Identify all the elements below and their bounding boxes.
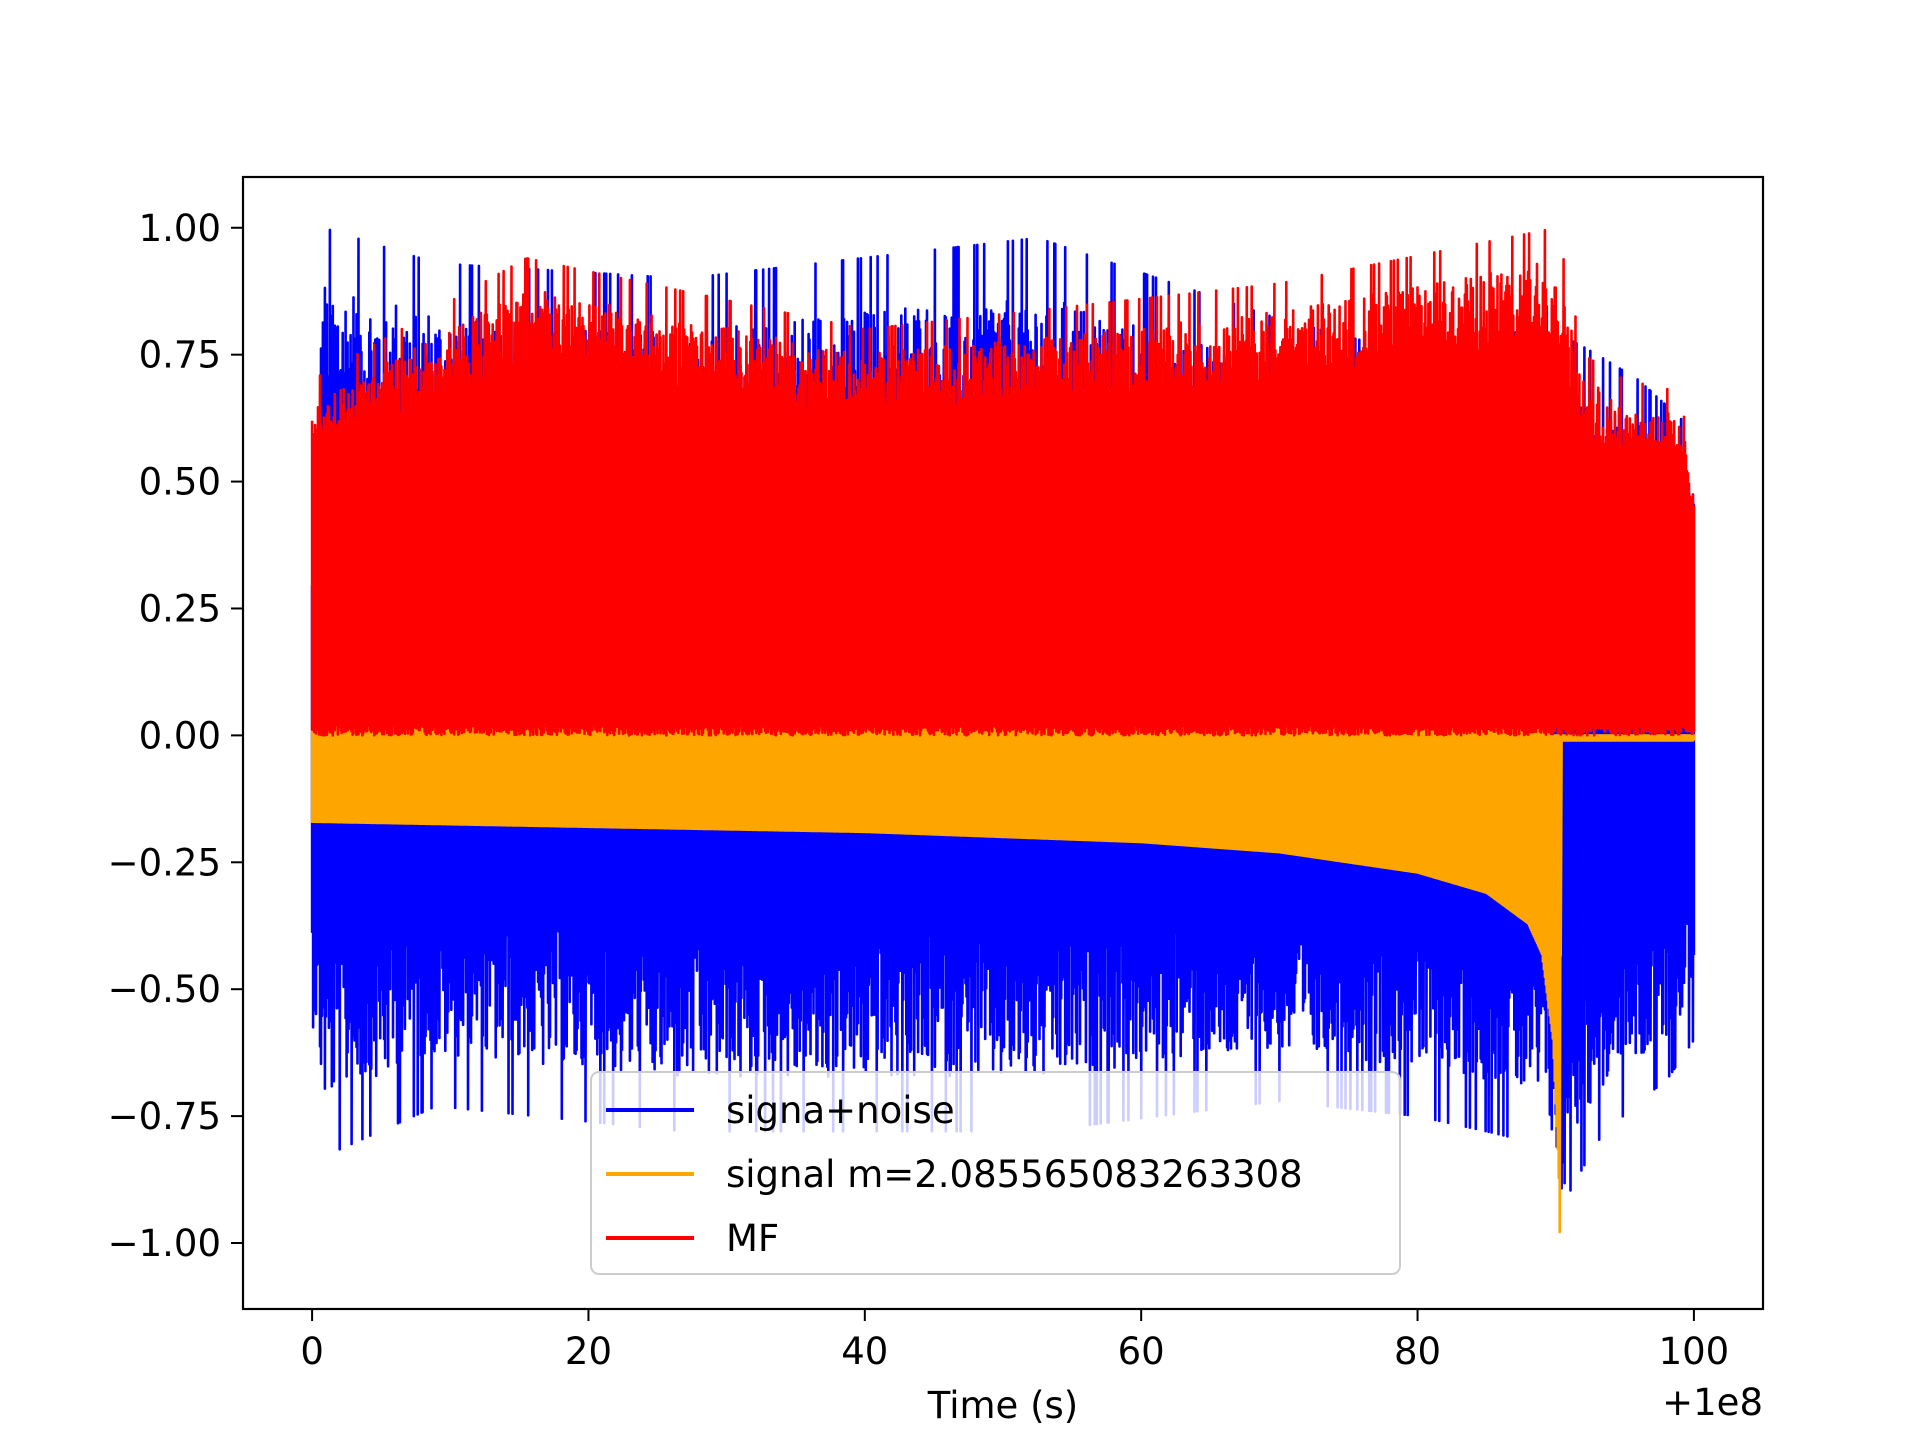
y-tick-label: −0.50 [108,968,221,1011]
x-tick-label: 60 [1118,1330,1165,1373]
x-tick-label: 0 [300,1330,324,1373]
y-tick-label: 0.00 [139,714,221,757]
x-axis-label: Time (s) [927,1384,1078,1427]
series-line-3 [310,228,1696,737]
x-tick-label: 100 [1659,1330,1730,1373]
y-tick-label: 0.25 [139,587,221,630]
x-tick-label: 20 [565,1330,612,1373]
x-axis: 0 20 40 60 80 100 [300,1309,1729,1373]
y-tick-label: 0.50 [139,461,221,504]
y-tick-label: −0.25 [108,841,221,884]
x-axis-offset-label: +1e8 [1662,1381,1763,1424]
series-line-2 [310,723,1696,1234]
x-tick-label: 80 [1394,1330,1441,1373]
plot-area [310,228,1696,1234]
legend-label: MF [726,1217,779,1260]
legend: signa+noise signal m=2.085565083263308 MF [590,1071,1401,1275]
legend-box [590,1071,1401,1275]
axes-frame [241,175,1765,1311]
y-tick-label: −0.75 [108,1095,221,1138]
x-tick-label: 40 [841,1330,888,1373]
legend-label: signa+noise [726,1089,955,1132]
y-tick-label: 1.00 [139,207,221,250]
y-axis: 1.00 0.75 0.50 0.25 0.00 −0.25 −0.50 −0.75 −1.00 [108,207,243,1265]
y-tick-label: 0.75 [139,334,221,377]
legend-label: signal m=2.085565083263308 [726,1153,1303,1196]
y-tick-label: −1.00 [108,1222,221,1265]
